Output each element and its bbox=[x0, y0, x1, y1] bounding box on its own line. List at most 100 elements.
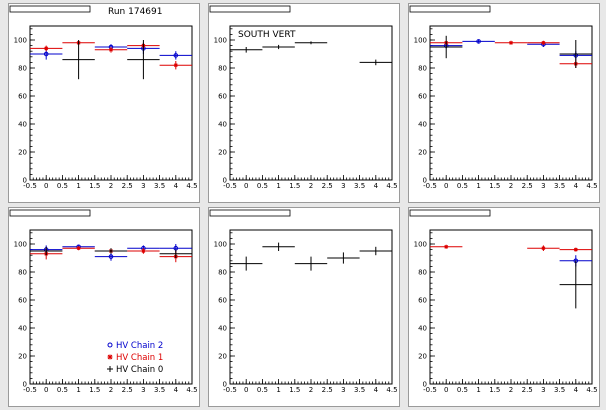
x-tick-label: 0.5 bbox=[457, 182, 468, 190]
series-hv-chain-0 bbox=[62, 40, 160, 80]
series-hv-chain-0 bbox=[230, 242, 392, 271]
y-tick-label: 60 bbox=[418, 93, 427, 101]
x-tick-label: 2 bbox=[309, 386, 313, 394]
x-tick-label: -0.5 bbox=[423, 182, 437, 190]
legend-entry-label: HV Chain 2 bbox=[116, 341, 163, 351]
data-point bbox=[462, 39, 495, 44]
x-tick-label: 2.5 bbox=[122, 182, 133, 190]
x-tick-label: 4 bbox=[574, 182, 579, 190]
x-tick-label: -0.5 bbox=[223, 386, 237, 394]
histogram-title-box bbox=[209, 5, 291, 13]
data-point bbox=[30, 246, 63, 256]
y-tick-label: 100 bbox=[214, 241, 227, 249]
x-tick-label: 3.5 bbox=[354, 182, 365, 190]
legend-entry-label: HV Chain 0 bbox=[116, 365, 163, 375]
x-tick-label: 1.5 bbox=[89, 182, 100, 190]
x-tick-label: 2.5 bbox=[522, 386, 533, 394]
y-tick-label: 80 bbox=[18, 269, 27, 277]
data-point bbox=[430, 244, 463, 249]
legend-entry-label: HV Chain 1 bbox=[116, 353, 163, 363]
legend-cross-icon bbox=[107, 366, 113, 372]
y-tick-label: 20 bbox=[418, 353, 427, 361]
panel-border bbox=[8, 207, 200, 407]
panel-background bbox=[8, 207, 200, 407]
x-tick-label: 0 bbox=[444, 386, 448, 394]
histogram-title-box bbox=[9, 5, 91, 13]
x-tick-label: 3 bbox=[141, 386, 145, 394]
star-marker bbox=[44, 46, 49, 51]
data-point bbox=[94, 47, 128, 53]
y-tick-label: 0 bbox=[23, 177, 27, 185]
y-tick-label: 0 bbox=[223, 177, 227, 185]
data-point bbox=[359, 59, 392, 66]
x-tick-label: 0 bbox=[44, 182, 48, 190]
panel-background bbox=[408, 3, 600, 203]
circle-marker bbox=[476, 39, 481, 44]
x-tick-label: 0 bbox=[244, 182, 248, 190]
x-tick-label: 4 bbox=[374, 386, 379, 394]
y-tick-label: 100 bbox=[14, 37, 27, 45]
data-point bbox=[230, 256, 263, 271]
series-hv-chain-0 bbox=[559, 260, 592, 309]
data-point bbox=[294, 41, 328, 45]
star-marker bbox=[141, 249, 146, 253]
panel-1: -0.5 0 0.5 1 1.5 2 2.5 3 3.5 4 4.5020406080100Run … bbox=[8, 3, 200, 203]
series-hv-chain-0 bbox=[230, 41, 392, 66]
data-point bbox=[94, 252, 128, 261]
x-tick-label: 4 bbox=[574, 386, 579, 394]
x-tick-label: 0.5 bbox=[57, 182, 68, 190]
y-tick-label: 40 bbox=[418, 325, 427, 333]
star-marker bbox=[541, 246, 546, 251]
y-tick-label: 100 bbox=[214, 37, 227, 45]
x-tick-label: 1 bbox=[276, 182, 280, 190]
x-tick-label: 3 bbox=[541, 386, 545, 394]
x-tick-label: 1 bbox=[76, 182, 80, 190]
legend-circle-icon bbox=[107, 342, 113, 348]
y-tick-label: 60 bbox=[218, 93, 227, 101]
data-point bbox=[62, 246, 95, 251]
x-tick-label: 0.5 bbox=[57, 386, 68, 394]
series-hv-chain-1 bbox=[430, 244, 592, 252]
data-point bbox=[559, 260, 592, 309]
x-tick-label: 3.5 bbox=[554, 182, 565, 190]
x-tick-label: 0.5 bbox=[257, 386, 268, 394]
x-tick-label: -0.5 bbox=[223, 182, 237, 190]
y-tick-label: 40 bbox=[218, 325, 227, 333]
histogram-title-box bbox=[409, 5, 491, 13]
x-tick-label: 1.5 bbox=[289, 386, 300, 394]
y-tick-label: 20 bbox=[18, 353, 27, 361]
y-tick-label: 60 bbox=[18, 297, 27, 305]
star-marker bbox=[76, 246, 81, 251]
panel-background bbox=[8, 3, 200, 203]
x-tick-label: 1 bbox=[76, 386, 80, 394]
x-tick-label: 2 bbox=[109, 182, 113, 190]
y-tick-label: 100 bbox=[414, 241, 427, 249]
data-point bbox=[30, 45, 63, 52]
x-tick-label: 1.5 bbox=[89, 386, 100, 394]
data-point bbox=[62, 40, 95, 80]
circle-marker bbox=[108, 254, 114, 259]
data-point bbox=[159, 61, 192, 70]
x-tick-label: 4 bbox=[174, 182, 179, 190]
y-tick-label: 0 bbox=[223, 381, 227, 389]
legend: HV Chain 2 HV Chain 1 HV Chain 0 bbox=[107, 341, 163, 375]
panel-2: -0.5 0 0.5 1 1.5 2 2.5 3 3.5 4 4.5020406080100SOUT… bbox=[208, 3, 400, 203]
y-tick-label: 20 bbox=[18, 149, 27, 157]
y-tick-label: 80 bbox=[218, 65, 227, 73]
x-tick-label: 3 bbox=[341, 182, 345, 190]
x-tick-label: 3.5 bbox=[154, 182, 165, 190]
x-tick-label: 2.5 bbox=[522, 182, 533, 190]
x-tick-label: 3 bbox=[141, 182, 145, 190]
data-point bbox=[559, 40, 592, 68]
y-tick-label: 80 bbox=[418, 269, 427, 277]
y-tick-label: 20 bbox=[218, 149, 227, 157]
y-tick-label: 40 bbox=[18, 121, 27, 129]
panel-border bbox=[208, 207, 400, 407]
data-point bbox=[359, 246, 392, 256]
y-tick-label: 40 bbox=[218, 121, 227, 129]
legend-star-icon bbox=[107, 354, 113, 360]
y-tick-label: 40 bbox=[18, 325, 27, 333]
data-point bbox=[559, 247, 592, 252]
circle-marker bbox=[173, 53, 179, 58]
